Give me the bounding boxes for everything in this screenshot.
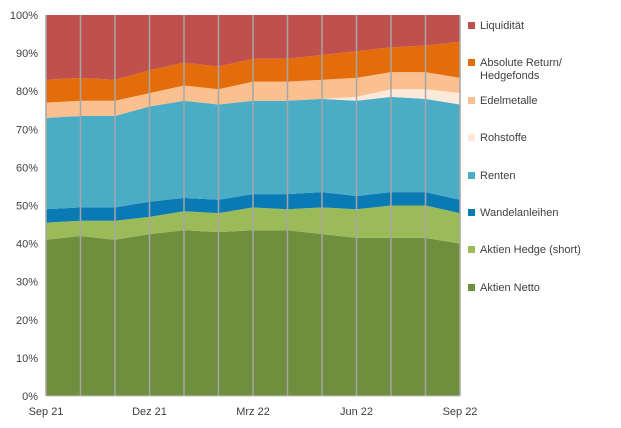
x-tick-label: Sep 22 [443,406,478,418]
y-tick-label: 90% [16,48,38,60]
legend-swatch [468,134,475,141]
y-tick-label: 70% [16,124,38,136]
legend-item: Absolute Return/Hedgefonds [468,57,563,82]
legend-item: Aktien Hedge (short) [468,244,581,256]
legend-item: Liquidität [468,20,524,32]
legend-swatch [468,59,475,66]
legend-item: Wandelanleihen [468,207,558,219]
y-tick-label: 40% [16,239,38,251]
y-tick-label: 10% [16,353,38,365]
y-tick-label: 50% [16,201,38,213]
legend-label: Wandelanleihen [480,207,558,219]
x-tick-label: Sep 21 [29,406,64,418]
legend-label: Absolute Return/Hedgefonds [480,57,563,82]
y-tick-label: 0% [22,391,38,403]
legend-item: Renten [468,170,515,182]
legend-label: Aktien Hedge (short) [480,244,581,256]
legend-swatch [468,97,475,104]
area-rohstoffe [46,89,460,118]
y-tick-label: 60% [16,162,38,174]
legend-label: Renten [480,170,515,182]
legend-swatch [468,246,475,253]
x-axis-tick-labels: Sep 21 Dez 21 Mrz 22 Jun 22 Sep 22 [29,406,478,418]
y-tick-label: 20% [16,315,38,327]
y-tick-label: 80% [16,86,38,98]
legend-swatch [468,284,475,291]
y-tick-label: 30% [16,277,38,289]
legend: Liquidität Absolute Return/Hedgefonds Edel… [468,20,581,294]
legend-label: Rohstoffe [480,132,527,144]
legend-label: Aktien Netto [480,282,540,294]
legend-label: Edelmetalle [480,95,537,107]
legend-swatch [468,172,475,179]
y-tick-label: 100% [10,10,38,22]
legend-item: Rohstoffe [468,132,527,144]
legend-swatch [468,209,475,216]
x-tick-label: Jun 22 [340,406,373,418]
legend-label: Liquidität [480,20,524,32]
y-axis-tick-labels: 0% 10% 20% 30% 40% 50% 60% 70% 80% 90% 100% [10,10,38,403]
x-tick-label: Mrz 22 [236,406,270,418]
vertical-gridlines [45,15,461,396]
legend-item: Aktien Netto [468,282,540,294]
legend-swatch [468,22,475,29]
legend-item: Edelmetalle [468,95,537,107]
x-tick-label: Dez 21 [132,406,167,418]
